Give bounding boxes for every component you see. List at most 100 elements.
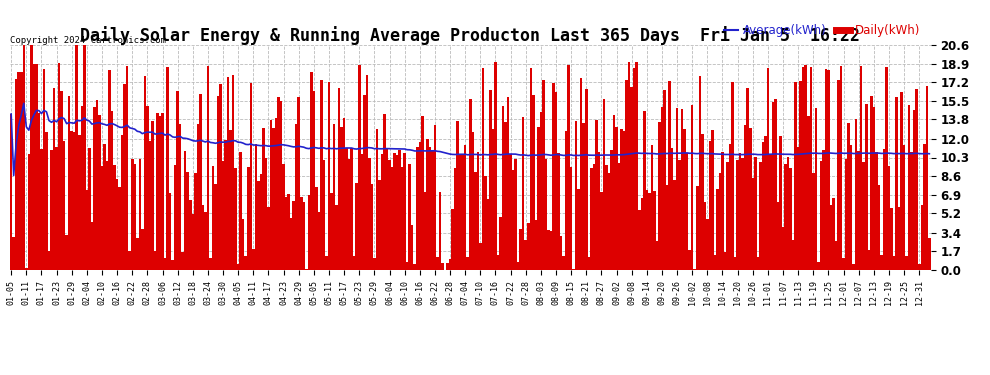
Bar: [300, 197, 303, 270]
Bar: [393, 153, 396, 270]
Bar: [598, 152, 600, 270]
Bar: [346, 148, 347, 270]
Bar: [151, 121, 153, 270]
Bar: [197, 124, 199, 270]
Bar: [421, 116, 424, 270]
Bar: [249, 83, 252, 270]
Bar: [60, 91, 63, 270]
Bar: [499, 216, 502, 270]
Bar: [525, 240, 527, 270]
Bar: [678, 160, 681, 270]
Bar: [174, 165, 176, 270]
Bar: [756, 257, 759, 270]
Bar: [616, 127, 618, 270]
Bar: [108, 70, 111, 270]
Bar: [610, 150, 613, 270]
Bar: [554, 92, 557, 270]
Bar: [207, 66, 209, 270]
Bar: [544, 159, 547, 270]
Bar: [835, 241, 838, 270]
Bar: [582, 123, 585, 270]
Bar: [502, 106, 504, 270]
Bar: [494, 62, 497, 270]
Bar: [262, 128, 264, 270]
Bar: [520, 229, 522, 270]
Bar: [129, 252, 131, 270]
Text: Copyright 2024 Cartronics.com: Copyright 2024 Cartronics.com: [10, 36, 165, 45]
Bar: [877, 184, 880, 270]
Bar: [111, 111, 113, 270]
Bar: [701, 134, 704, 270]
Bar: [538, 127, 540, 270]
Bar: [272, 128, 275, 270]
Bar: [158, 116, 161, 270]
Bar: [497, 255, 499, 270]
Bar: [156, 113, 158, 270]
Bar: [729, 144, 732, 270]
Bar: [926, 86, 928, 270]
Bar: [688, 250, 691, 270]
Bar: [820, 161, 822, 270]
Bar: [15, 80, 18, 270]
Bar: [153, 251, 156, 270]
Bar: [78, 135, 80, 270]
Bar: [331, 194, 333, 270]
Bar: [867, 250, 870, 270]
Bar: [549, 231, 552, 270]
Bar: [908, 105, 911, 270]
Bar: [446, 263, 448, 270]
Bar: [655, 240, 658, 270]
Bar: [409, 164, 411, 270]
Bar: [370, 184, 373, 270]
Bar: [320, 80, 323, 270]
Bar: [194, 173, 197, 270]
Bar: [645, 190, 648, 270]
Bar: [391, 166, 393, 270]
Bar: [375, 129, 378, 270]
Bar: [761, 142, 764, 270]
Bar: [184, 151, 186, 270]
Bar: [885, 68, 888, 270]
Bar: [163, 258, 166, 270]
Bar: [13, 237, 15, 270]
Bar: [893, 256, 895, 270]
Bar: [57, 63, 60, 270]
Bar: [653, 192, 655, 270]
Bar: [665, 185, 668, 270]
Bar: [10, 114, 13, 270]
Bar: [746, 88, 749, 270]
Bar: [777, 202, 779, 270]
Bar: [709, 141, 711, 270]
Bar: [308, 195, 310, 270]
Bar: [771, 102, 774, 270]
Bar: [789, 168, 792, 270]
Bar: [535, 219, 538, 270]
Bar: [96, 100, 98, 270]
Bar: [232, 75, 235, 270]
Bar: [360, 154, 363, 270]
Bar: [88, 148, 91, 270]
Bar: [921, 205, 923, 270]
Bar: [895, 97, 898, 270]
Bar: [65, 234, 68, 270]
Bar: [126, 66, 129, 270]
Bar: [171, 260, 174, 270]
Bar: [852, 264, 855, 270]
Bar: [603, 99, 605, 270]
Bar: [706, 219, 709, 270]
Bar: [23, 45, 25, 270]
Bar: [742, 158, 743, 270]
Bar: [888, 165, 890, 270]
Bar: [810, 67, 812, 270]
Bar: [282, 164, 285, 270]
Bar: [85, 190, 88, 270]
Bar: [575, 122, 577, 270]
Bar: [530, 68, 532, 270]
Bar: [782, 227, 784, 270]
Bar: [277, 97, 280, 270]
Bar: [671, 148, 673, 270]
Bar: [403, 153, 406, 270]
Bar: [328, 82, 331, 270]
Bar: [83, 45, 85, 270]
Bar: [507, 97, 509, 270]
